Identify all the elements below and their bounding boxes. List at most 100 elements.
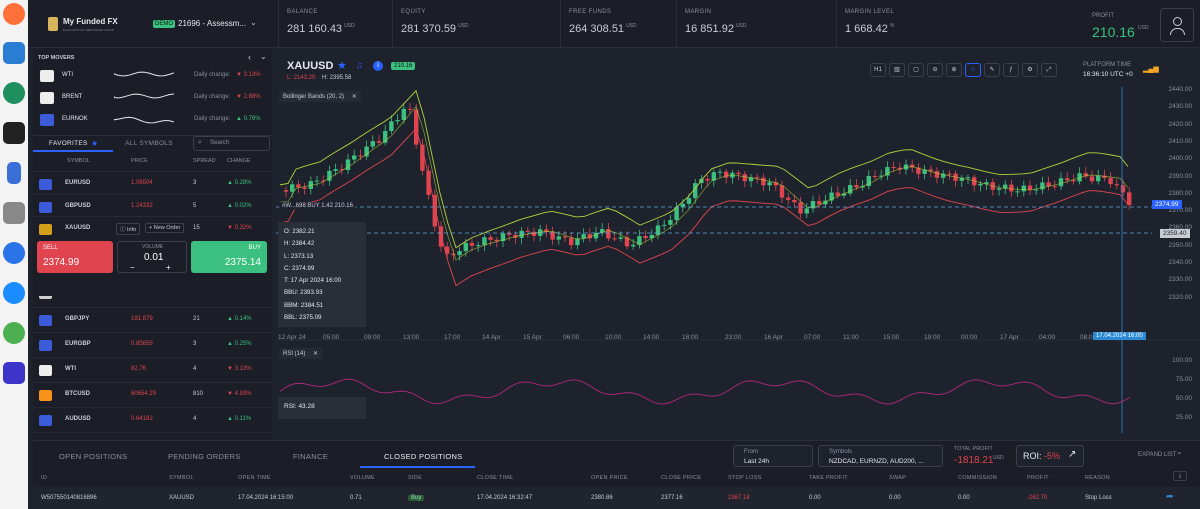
user-button[interactable] (1160, 8, 1194, 42)
timeframe-button[interactable]: H1 (870, 63, 886, 77)
app-icon[interactable] (3, 362, 25, 384)
safari-icon[interactable] (3, 282, 25, 304)
chevron-down-icon[interactable]: ⌄ (260, 52, 267, 61)
table-row[interactable] (33, 487, 1200, 509)
positions-panel: OPEN POSITIONS PENDING ORDERS FINANCE CL… (33, 440, 1200, 509)
favorite-star-icon[interactable]: ★ (337, 60, 347, 72)
symbol-row[interactable]: EURUSD 1.06504 3 ▲ 0.28% (33, 171, 272, 196)
tab-open-positions[interactable]: OPEN POSITIONS (59, 452, 128, 461)
symbol-row[interactable]: GBPUSD 1.24332 5 ▲ 0.02% (33, 194, 272, 219)
zoom-in-icon[interactable]: ⊕ (946, 63, 962, 77)
browser-icon[interactable] (3, 242, 25, 264)
indicator-icon[interactable]: ƒ (1003, 63, 1019, 77)
tab-finance[interactable]: FINANCE (293, 452, 329, 461)
vscode-icon[interactable] (3, 42, 25, 64)
new-order-button[interactable]: + New Order (145, 223, 185, 233)
candle-body (934, 171, 940, 178)
phone-icon[interactable] (7, 162, 21, 184)
roi-label: ROI: (1023, 451, 1042, 461)
buy-button[interactable]: BUY 2375.14 (191, 241, 267, 273)
price-chart[interactable] (276, 57, 1200, 440)
time-axis-label: 11:00 (843, 334, 859, 341)
settings-icon[interactable]: ⚙ (1022, 63, 1038, 77)
expand-list-button[interactable]: EXPAND LIST (1138, 452, 1177, 458)
col-price: PRICE (131, 158, 148, 164)
xauusd-row[interactable]: XAUUSD ⓘ Info + New Order 15 ▼ 0.32% SEL… (33, 216, 272, 296)
top-mover-row[interactable]: EURNOK Daily change: ▲ 0.76% (36, 112, 270, 130)
symbol-change-value: 0.28% (234, 180, 252, 186)
tab-all-symbols[interactable]: ALL SYMBOLS (125, 140, 173, 147)
tab-pending-orders[interactable]: PENDING ORDERS (168, 452, 241, 461)
candle-body (1046, 182, 1051, 187)
volume-stepper[interactable]: VOLUME 0.01 − + (117, 241, 187, 273)
files-icon[interactable] (3, 202, 25, 224)
search-input[interactable]: ⌕ Search (193, 136, 270, 151)
tab-favorites[interactable]: FAVORITES (49, 140, 88, 147)
price-axis-label: 2430.00 (1168, 103, 1193, 111)
rsi-chip[interactable]: RSI (14) ✕ (279, 348, 323, 359)
close-icon[interactable]: ✕ (351, 94, 357, 100)
gold-icon (39, 224, 52, 235)
close-icon[interactable]: ✕ (313, 351, 319, 357)
volume-value[interactable]: 0.01 (144, 252, 164, 263)
symbol-row[interactable]: BTCUSD 60654.29 810 ▼ 4.93% (33, 382, 272, 407)
symbol-row[interactable]: GBPJPY 191.879 21 ▲ 0.14% (33, 307, 272, 332)
fullscreen-icon[interactable]: ⤢ (1041, 63, 1057, 77)
from-filter[interactable]: From Last 24h (733, 445, 813, 467)
candle-body (916, 167, 921, 174)
candle-body (370, 141, 375, 147)
symbols-filter[interactable]: Symbols NZDCAD, EURNZD, AUD200, ... (818, 445, 943, 467)
draw-icon[interactable]: ✎ (984, 63, 1000, 77)
candle-body (1034, 189, 1039, 191)
share-icon[interactable]: ➦ (1166, 491, 1174, 501)
firefox-icon[interactable] (3, 3, 25, 25)
candle-body (1058, 178, 1064, 187)
info-icon[interactable]: i (373, 61, 383, 71)
candle-body (569, 237, 574, 246)
crosshair-icon[interactable]: ⊹ (965, 63, 981, 77)
ohlc-line: H: 2384.42 (284, 240, 315, 248)
chevron-down-icon[interactable]: ⌄ (250, 18, 257, 27)
volume-decrease-button[interactable]: − (130, 263, 135, 272)
terminal-icon[interactable] (3, 122, 25, 144)
time-axis-label: 09:00 (364, 334, 381, 341)
candle-body (984, 182, 989, 184)
volume-increase-button[interactable]: + (166, 263, 171, 272)
crosshair-time-tag: 17.04.2024 16:00 (1093, 332, 1146, 340)
price-axis-label: 2420.00 (1168, 120, 1193, 128)
sell-price: 2374.99 (43, 257, 80, 268)
top-mover-row[interactable]: BRENT Daily change: ▼ 2.88% (36, 90, 270, 108)
chevron-left-icon[interactable]: ‹ (248, 52, 251, 62)
candle-type-icon[interactable]: ▥ (889, 63, 905, 77)
symbol-spread: 4 (193, 366, 197, 372)
position-line-label[interactable]: #W...698 BUY 1.42 210.16 (279, 202, 356, 210)
candle-body (1127, 192, 1132, 206)
download-icon[interactable]: ⤓ (1173, 471, 1187, 481)
symbol-row[interactable]: AUDUSD 0.64182 4 ▲ 0.11% (33, 407, 272, 432)
column-header: PROFIT (1027, 475, 1049, 481)
maps-icon[interactable] (3, 322, 25, 344)
top-mover-row[interactable]: WTI Daily change: ▼ 3.13% (36, 68, 270, 86)
chevron-up-icon[interactable]: ⌃ (1176, 451, 1183, 460)
bell-icon[interactable]: ♫ (356, 60, 363, 70)
total-profit-label: TOTAL PROFIT (954, 446, 993, 452)
candle-body (928, 169, 933, 172)
price-axis-label: 2340.00 (1168, 259, 1193, 266)
arrow-up-icon: ▲ (227, 341, 235, 347)
top-movers-title: TOP MOVERS (38, 55, 75, 61)
indicator-chip[interactable]: Bollinger Bands (20, 2) ✕ (279, 91, 361, 102)
chart-area[interactable]: XAUUSD ★ ♫ i 210.16 L: 2143.20 H: 2395.5… (276, 57, 1200, 440)
info-button[interactable]: ⓘ Info (116, 223, 141, 235)
volume-label: VOLUME (142, 244, 164, 250)
symbol-spread: 3 (193, 180, 197, 186)
tab-closed-positions[interactable]: CLOSED POSITIONS (384, 452, 463, 461)
sell-button[interactable]: SELL 2374.99 (37, 241, 113, 273)
account-selector[interactable]: 21696 - Assessm... (178, 19, 247, 28)
rectangle-tool-icon[interactable]: ▢ (908, 63, 924, 77)
symbol-row[interactable]: WTI 82.76 4 ▼ 3.13% (33, 357, 272, 382)
zoom-out-icon[interactable]: ⊖ (927, 63, 943, 77)
candle-body (593, 232, 599, 239)
table-cell: 2377.16 (661, 495, 683, 501)
chrome-like-icon[interactable] (3, 82, 25, 104)
symbol-row[interactable]: EURGBP 0.85659 3 ▲ 0.25% (33, 332, 272, 357)
